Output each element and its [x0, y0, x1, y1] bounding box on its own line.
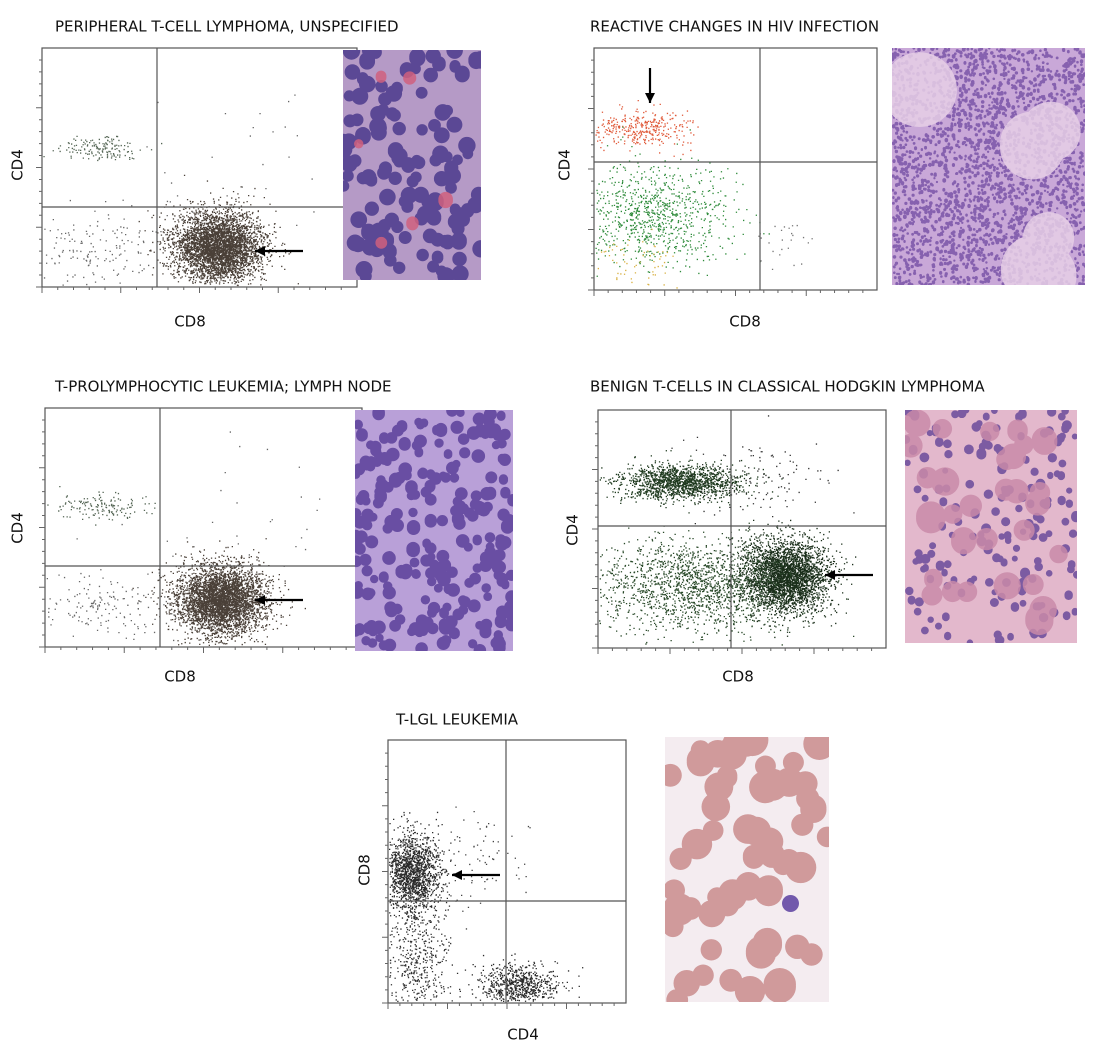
plot-frame: [593, 47, 878, 291]
plot-frame: [387, 739, 627, 1004]
cell-population: [595, 100, 699, 157]
micrograph-cells: [892, 52, 1081, 285]
micrograph: [355, 410, 513, 651]
panel-title: T-LGL LEUKEMIA: [395, 711, 519, 729]
cell-population: [389, 811, 461, 948]
y-axis-label: CD4: [9, 149, 27, 181]
cell-population: [599, 450, 783, 514]
plot-frame: [597, 409, 887, 649]
cell-population: [597, 228, 678, 289]
y-axis-label: CD4: [564, 514, 582, 546]
axis-ticks: [39, 419, 347, 653]
arrow-head: [825, 570, 835, 580]
panel-title: REACTIVE CHANGES IN HIV INFECTION: [590, 18, 879, 36]
panel: BENIGN T-CELLS IN CLASSICAL HODGKIN LYMP…: [564, 378, 1077, 686]
cell-population: [389, 824, 453, 1002]
micrograph: [665, 737, 829, 1002]
axis-ticks: [592, 421, 873, 654]
cell-population: [47, 486, 156, 526]
cell-population: [43, 135, 163, 162]
quadrant-lines: [388, 740, 626, 1003]
cell-population: [599, 494, 855, 646]
micrograph: [905, 410, 1077, 643]
micrograph-cells: [665, 737, 829, 1002]
arrow-head: [452, 870, 462, 880]
panel-title: PERIPHERAL T-CELL LYMPHOMA, UNSPECIFIED: [55, 18, 399, 36]
cell-population: [595, 126, 770, 277]
plot-frame: [41, 47, 358, 288]
arrow-head: [645, 93, 655, 103]
micrograph-cells: [343, 50, 481, 280]
micrograph: [343, 50, 481, 280]
panel-title: T-PROLYMPHOCYTIC LEUKEMIA; LYMPH NODE: [54, 378, 391, 396]
arrow-head: [255, 246, 265, 256]
x-axis-label: CD8: [164, 668, 196, 686]
cell-population: [705, 519, 857, 639]
axis-ticks: [36, 59, 342, 293]
axis-ticks: [588, 59, 864, 296]
cell-population: [456, 953, 584, 1002]
quadrant-lines: [594, 48, 877, 290]
x-axis-label: CD8: [722, 668, 754, 686]
quadrant-lines: [45, 408, 362, 647]
micrograph-cells: [782, 895, 799, 912]
micrograph-cells: [355, 410, 513, 651]
panel: PERIPHERAL T-CELL LYMPHOMA, UNSPECIFIED C…: [9, 18, 481, 331]
quadrant-lines: [598, 410, 886, 648]
y-axis-label: CD4: [556, 149, 574, 181]
x-axis-label: CD8: [729, 313, 761, 331]
axis-ticks: [382, 752, 615, 1009]
y-axis-label: CD8: [356, 854, 374, 886]
quadrant-lines: [42, 48, 357, 287]
arrow-head: [255, 595, 265, 605]
micrograph-cells: [905, 410, 1068, 636]
x-axis-label: CD4: [507, 1026, 539, 1044]
micrograph: [892, 48, 1085, 285]
cell-population: [132, 538, 306, 646]
panel-title: BENIGN T-CELLS IN CLASSICAL HODGKIN LYMP…: [590, 378, 985, 396]
y-axis-label: CD4: [9, 512, 27, 544]
panel: REACTIVE CHANGES IN HIV INFECTION CD8 CD4: [556, 18, 1085, 331]
x-axis-label: CD8: [174, 313, 206, 331]
cell-population: [138, 174, 299, 287]
panel: T-PROLYMPHOCYTIC LEUKEMIA; LYMPH NODE CD8…: [9, 378, 513, 686]
panel: T-LGL LEUKEMIA CD4 CD8: [356, 711, 829, 1044]
